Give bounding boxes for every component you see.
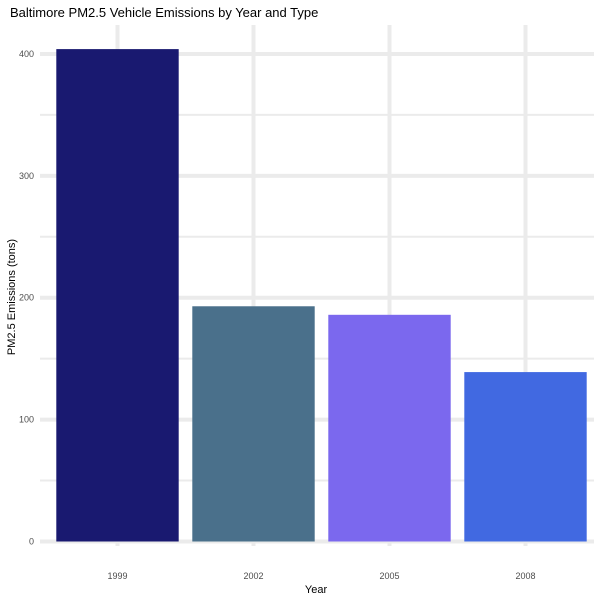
bar-2005: [328, 314, 451, 542]
y-tick-label: 0: [29, 537, 34, 547]
x-tick-label: 2002: [243, 571, 263, 581]
chart-title: Baltimore PM2.5 Vehicle Emissions by Yea…: [10, 5, 318, 20]
bar-2002: [192, 306, 315, 542]
bar-2008: [464, 372, 587, 542]
y-tick-label: 200: [19, 293, 34, 303]
bars: [56, 49, 587, 542]
x-tick-label: 1999: [107, 571, 127, 581]
y-tick-label: 400: [19, 49, 34, 59]
bar-1999: [56, 49, 179, 542]
x-tick-labels: 1999 2002 2005 2008: [107, 571, 535, 581]
x-axis-title: Year: [305, 584, 328, 596]
y-axis-title: PM2.5 Emissions (tons): [6, 239, 18, 355]
y-tick-label: 100: [19, 415, 34, 425]
x-tick-label: 2008: [515, 571, 535, 581]
x-tick-label: 2005: [379, 571, 399, 581]
y-tick-label: 300: [19, 171, 34, 181]
y-tick-labels: 0 100 200 300 400: [19, 49, 34, 547]
